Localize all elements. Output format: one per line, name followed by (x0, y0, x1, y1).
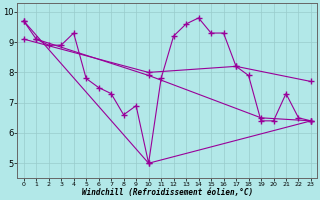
X-axis label: Windchill (Refroidissement éolien,°C): Windchill (Refroidissement éolien,°C) (82, 188, 253, 197)
